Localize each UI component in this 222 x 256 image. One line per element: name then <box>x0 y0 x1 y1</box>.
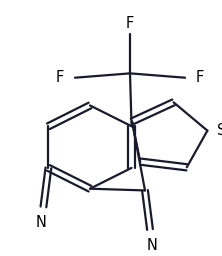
Text: N: N <box>147 238 157 253</box>
Text: F: F <box>56 70 64 85</box>
Text: F: F <box>126 16 134 31</box>
Text: N: N <box>36 215 47 230</box>
Text: S: S <box>217 123 222 138</box>
Text: F: F <box>196 70 204 85</box>
